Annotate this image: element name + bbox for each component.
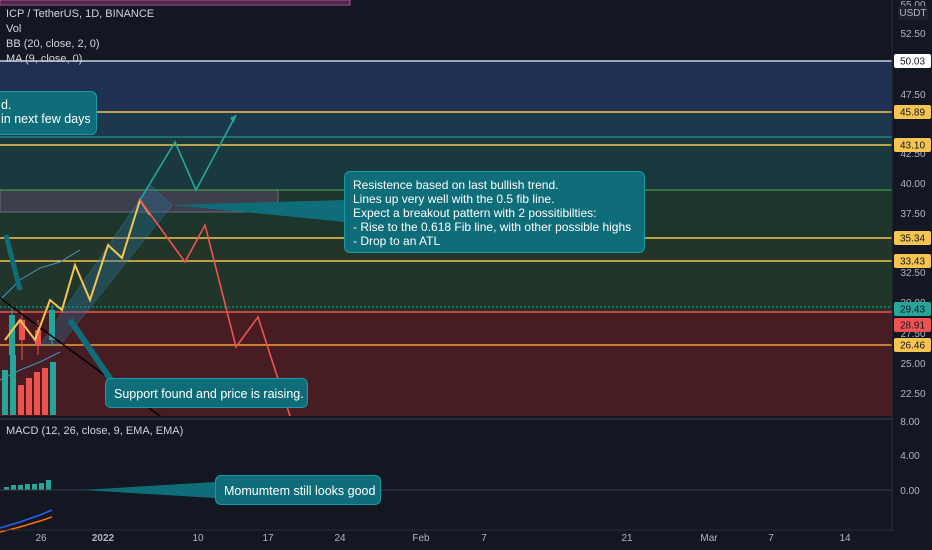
price-badge-label: 35.34 bbox=[900, 234, 925, 245]
price-badge bbox=[894, 138, 931, 152]
price-badge-label: 29.43 bbox=[900, 305, 925, 316]
currency-badge[interactable] bbox=[898, 6, 928, 20]
price-tick-label: 32.50 bbox=[900, 268, 925, 279]
callout-support[interactable]: Support found and price is raising. bbox=[105, 378, 308, 408]
yellow-projection bbox=[4, 197, 151, 343]
price-badge-label: 43.10 bbox=[900, 141, 925, 152]
time-tick-label: 7 bbox=[481, 533, 487, 544]
macd-tick-label: 8.00 bbox=[900, 417, 920, 428]
price-tick-label: 52.50 bbox=[900, 29, 925, 40]
bullish-scenario bbox=[139, 114, 237, 201]
callout-top-left[interactable]: d. in next few days bbox=[0, 91, 97, 135]
price-badge bbox=[894, 254, 931, 268]
indicator-ma[interactable]: MA (9, close, 0) bbox=[6, 53, 83, 65]
time-tick-label: Feb bbox=[412, 533, 430, 544]
indicator-vol[interactable]: Vol bbox=[6, 23, 22, 35]
price-badge-label: 50.03 bbox=[900, 57, 925, 68]
macd-line bbox=[0, 509, 53, 529]
time-tick-label: 26 bbox=[35, 533, 47, 544]
time-tick-label: 24 bbox=[334, 533, 346, 544]
price-axis-badges: 50.03 45.89 43.10 35.34 33.43 29.43 28.91 26.46 bbox=[894, 54, 931, 352]
price-badge-label: 45.89 bbox=[900, 108, 925, 119]
price-tick-label: 22.50 bbox=[900, 389, 925, 400]
macd-legend[interactable]: MACD (12, 26, close, 9, EMA, EMA) bbox=[6, 424, 183, 439]
indicator-macd[interactable]: MACD (12, 26, close, 9, EMA, EMA) bbox=[6, 425, 184, 437]
symbol-title[interactable]: ICP / TetherUS, 1D, BINANCE bbox=[6, 8, 155, 20]
time-tick-label: 14 bbox=[839, 533, 851, 544]
time-axis-ticks[interactable]: 26 2022 10 17 24 Feb 7 21 Mar 7 14 bbox=[35, 533, 851, 544]
resistance-pointer bbox=[172, 200, 345, 222]
bearish-scenario bbox=[139, 199, 291, 417]
price-axis-bg bbox=[893, 0, 932, 550]
volume-bars bbox=[2, 355, 56, 415]
time-tick-label: Mar bbox=[700, 533, 718, 544]
fib-zone-green-low bbox=[0, 261, 892, 311]
bollinger-upper bbox=[0, 249, 81, 301]
callout-resistance[interactable]: Resistence based on last bullish trend. … bbox=[344, 171, 645, 253]
macd-tick-label: 4.00 bbox=[900, 451, 920, 462]
currency-label: USDT bbox=[899, 8, 926, 19]
time-tick-label: 17 bbox=[262, 533, 274, 544]
chart-legend: ICP / TetherUS, 1D, BINANCE Vol BB (20, … bbox=[6, 7, 154, 67]
price-badge-label: 26.46 bbox=[900, 341, 925, 352]
price-tick-label: 42.50 bbox=[900, 149, 925, 160]
price-tick-label: 25.00 bbox=[900, 359, 925, 370]
top-left-pointer bbox=[3, 234, 23, 291]
price-badge bbox=[894, 54, 931, 68]
price-tick-label: 37.50 bbox=[900, 209, 925, 220]
bullish-arrowhead bbox=[230, 115, 236, 123]
time-tick-label: 21 bbox=[621, 533, 633, 544]
macd-axis-ticks: 8.00 4.00 0.00 bbox=[900, 417, 920, 497]
time-tick-label: 7 bbox=[768, 533, 774, 544]
time-tick-label: 10 bbox=[192, 533, 204, 544]
price-badge bbox=[894, 302, 931, 316]
price-tick-label: 27.50 bbox=[900, 329, 925, 340]
indicator-bb[interactable]: BB (20, close, 2, 0) bbox=[6, 38, 100, 50]
price-badge-label: 33.43 bbox=[900, 257, 925, 268]
fib-zone-blue bbox=[0, 113, 892, 137]
price-tick-label: 47.50 bbox=[900, 90, 925, 101]
momentum-pointer bbox=[82, 482, 215, 498]
macd-histogram bbox=[4, 480, 51, 490]
price-tick-label: 40.00 bbox=[900, 179, 925, 190]
price-tick-label: 55.00 bbox=[900, 0, 925, 11]
top-pink-box bbox=[0, 0, 351, 6]
price-badge-label: 28.91 bbox=[900, 321, 925, 332]
price-badge bbox=[894, 105, 931, 119]
time-tick-label: 2022 bbox=[92, 533, 115, 544]
price-badge bbox=[894, 231, 931, 245]
fib-zone-top bbox=[0, 61, 892, 113]
price-badge bbox=[894, 318, 931, 332]
callout-momentum[interactable]: Momumtem still looks good bbox=[215, 475, 381, 505]
price-badge bbox=[894, 338, 931, 352]
macd-tick-label: 0.00 bbox=[900, 486, 920, 497]
